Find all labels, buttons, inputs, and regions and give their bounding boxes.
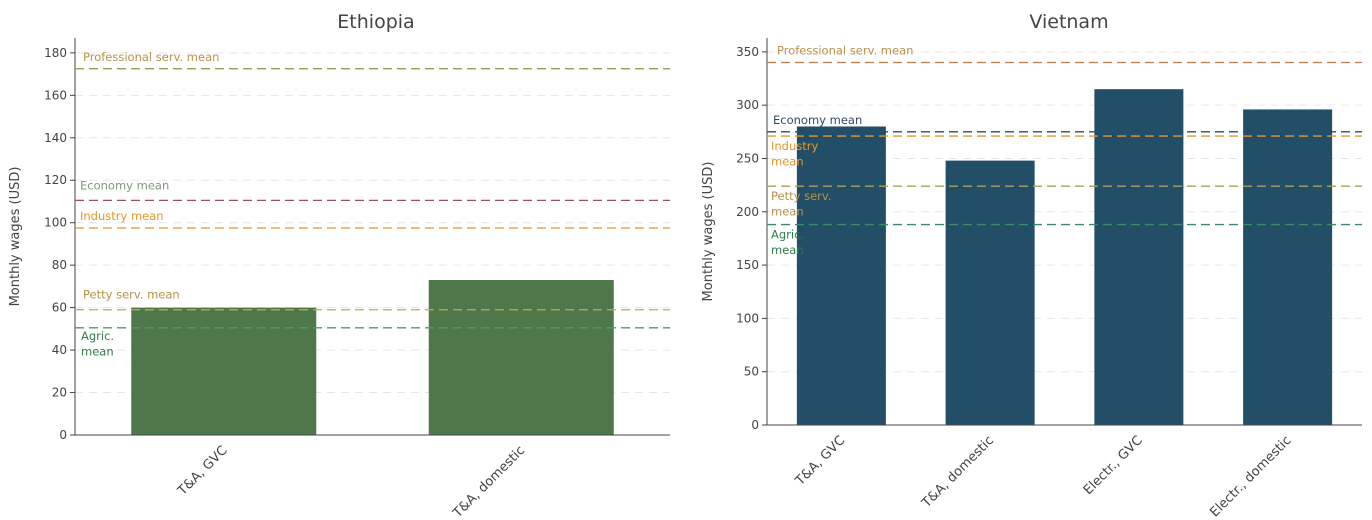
y-tick-label: 0 (751, 418, 759, 432)
bar (1094, 89, 1184, 425)
reference-line-label: Professional serv. mean (777, 44, 913, 58)
reference-line-label: Industry mean (771, 139, 818, 169)
y-tick-label: 80 (52, 258, 67, 272)
y-tick-label: 100 (736, 311, 759, 325)
y-tick-label: 300 (736, 98, 759, 112)
chart-title: Vietnam (1029, 11, 1108, 33)
chart-title: Ethiopia (337, 11, 414, 33)
x-tick-label: T&A, domestic (919, 433, 997, 511)
y-tick-label: 350 (736, 45, 759, 59)
y-axis-label: Monthly wages (USD) (701, 162, 716, 302)
chart-0: Ethiopia Monthly wages (USD) 0 20 40 60 80 100 1… (8, 11, 670, 520)
reference-line-label: Agric. mean (771, 228, 804, 258)
x-tick-label: T&A, domestic (450, 443, 528, 520)
y-tick-label: 40 (52, 343, 67, 357)
x-tick-label: Electr., domestic (1207, 433, 1294, 520)
chart-1: Vietnam Monthly wages (USD) 0 50 100 150 200 25… (701, 11, 1362, 520)
reference-line-label: Economy mean (773, 113, 862, 127)
x-tick-label: T&A, GVC (792, 433, 848, 489)
x-tick-label: T&A, GVC (175, 443, 231, 499)
y-tick-label: 180 (44, 46, 67, 60)
reference-line-label: Industry mean (80, 209, 164, 223)
y-axis-label: Monthly wages (USD) (8, 167, 23, 307)
x-tick-label: Electr., GVC (1081, 433, 1146, 498)
bar (796, 126, 886, 425)
y-tick-label: 0 (59, 428, 67, 442)
y-tick-label: 50 (744, 365, 759, 379)
reference-line-label: Agric. mean (81, 329, 114, 359)
bar (945, 160, 1035, 425)
bar (131, 307, 317, 435)
y-tick-label: 100 (44, 216, 67, 230)
y-tick-label: 120 (44, 173, 67, 187)
reference-line-label: Professional serv. mean (83, 50, 219, 64)
y-tick-label: 140 (44, 131, 67, 145)
reference-line-label: Economy mean (80, 178, 169, 192)
reference-line-label: Petty serv. mean (771, 189, 831, 219)
bar (1243, 109, 1333, 425)
bar (428, 280, 614, 435)
reference-line-label: Petty serv. mean (83, 288, 180, 302)
y-tick-label: 150 (736, 258, 759, 272)
y-tick-label: 160 (44, 88, 67, 102)
y-tick-label: 200 (736, 205, 759, 219)
y-tick-label: 250 (736, 151, 759, 165)
y-tick-label: 60 (52, 301, 67, 315)
y-tick-label: 20 (52, 386, 67, 400)
